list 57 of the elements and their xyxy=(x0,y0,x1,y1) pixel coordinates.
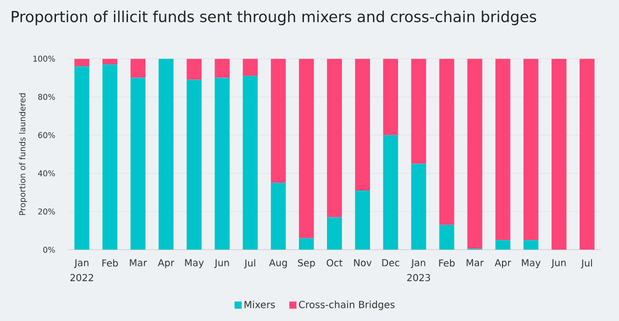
y-axis-title: Proportion of funds laundered xyxy=(19,93,28,215)
x-tick-label: Aug xyxy=(269,259,287,268)
bar xyxy=(214,78,230,250)
bar xyxy=(186,58,202,80)
x-tick-label: Apr xyxy=(494,259,512,268)
x-tick-label: Jan 2023 xyxy=(407,259,430,282)
bar xyxy=(383,134,398,250)
bar xyxy=(186,80,202,250)
chart-title: Proportion of illicit funds sent through mixers and cross-chain bridges xyxy=(12,10,536,26)
x-tick-label: Mar xyxy=(466,259,484,266)
x-tick-label: Feb xyxy=(102,259,118,266)
bar xyxy=(130,78,146,250)
x-tick-label: Feb xyxy=(439,259,455,266)
x-tick-label: Jun xyxy=(214,259,229,268)
legend-label: Cross-chain Bridges xyxy=(299,300,395,310)
x-tick-label: Jan 2022 xyxy=(70,259,94,282)
x-tick-label: Nov xyxy=(354,259,372,266)
bar xyxy=(298,238,314,250)
bar xyxy=(495,58,510,240)
legend-label: Mixers xyxy=(244,300,275,308)
bar xyxy=(130,58,146,78)
x-tick-label: Jul xyxy=(244,259,256,268)
bar xyxy=(523,240,538,250)
x-tick-label: Oct xyxy=(326,259,342,266)
bar xyxy=(74,66,90,250)
bar xyxy=(327,217,342,250)
bar xyxy=(270,182,286,250)
x-tick-label: Jul xyxy=(580,259,592,268)
bar xyxy=(214,58,230,78)
bar xyxy=(552,58,566,250)
bar xyxy=(355,58,370,190)
bar xyxy=(439,58,454,225)
x-tick-label: Jun xyxy=(551,259,566,268)
bar xyxy=(383,58,398,135)
bar xyxy=(158,58,174,250)
bar xyxy=(102,64,118,250)
bar xyxy=(495,240,510,250)
bar xyxy=(102,58,118,64)
bar xyxy=(242,58,258,76)
bar xyxy=(74,58,90,66)
x-tick-label: Mar xyxy=(130,259,148,266)
bar xyxy=(523,58,538,240)
x-tick-label: May xyxy=(522,259,541,268)
x-tick-label: Sep xyxy=(298,259,315,268)
bar xyxy=(439,224,454,250)
bar xyxy=(411,58,426,164)
bar xyxy=(580,58,595,250)
bar xyxy=(242,76,258,250)
bar xyxy=(411,164,426,250)
bar xyxy=(327,58,342,218)
x-tick-label: May xyxy=(185,259,204,268)
bar xyxy=(270,58,286,183)
x-tick-label: Apr xyxy=(158,259,174,268)
bar xyxy=(467,58,482,249)
x-tick-label: Dec xyxy=(382,259,400,266)
bar xyxy=(355,190,370,250)
bar xyxy=(298,58,314,238)
